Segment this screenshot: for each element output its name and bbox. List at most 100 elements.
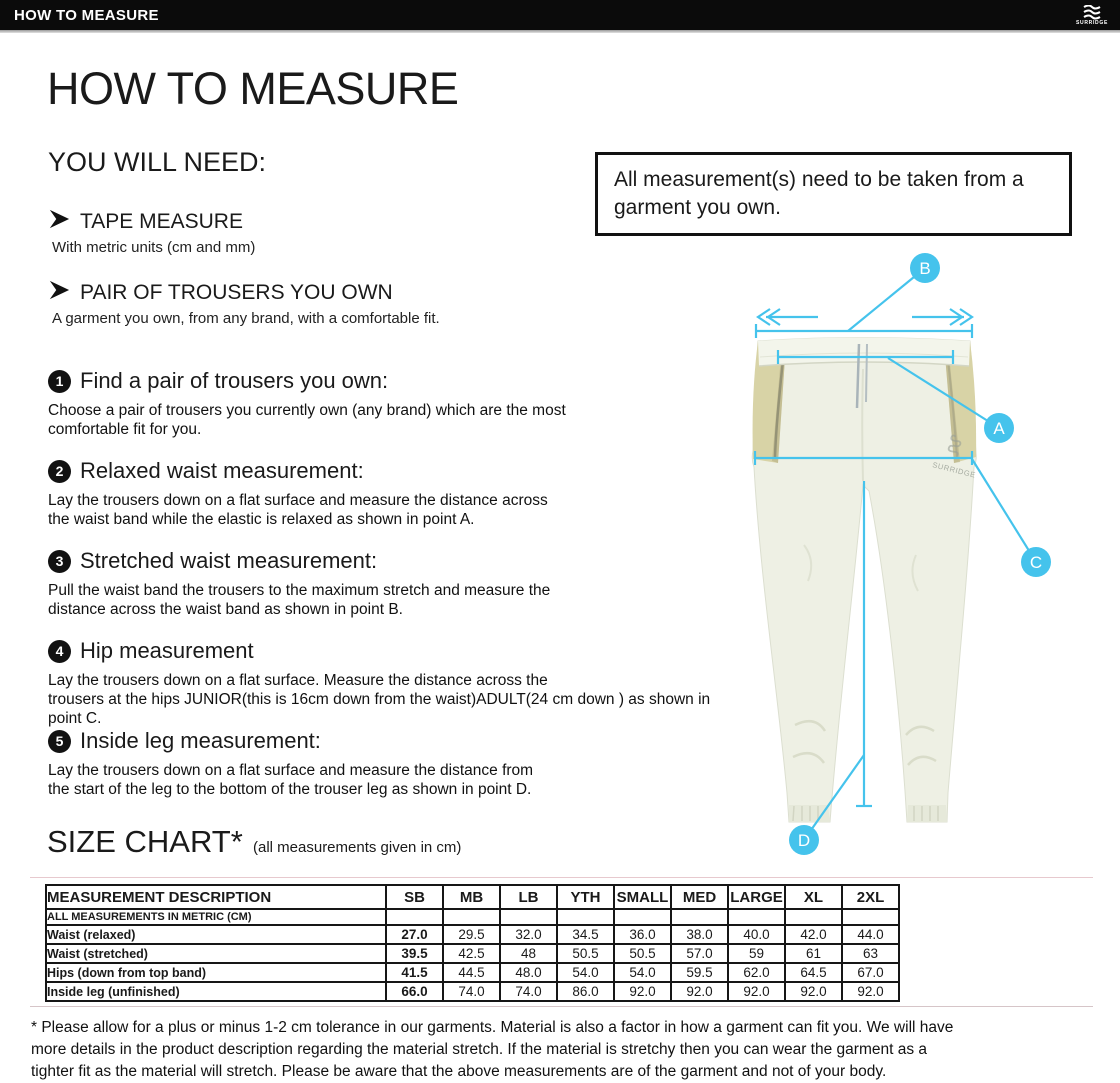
step-number-badge: 3 — [48, 549, 71, 573]
empty-cell — [556, 908, 615, 926]
step-number-badge: 5 — [48, 729, 71, 753]
column-header: SB — [385, 884, 444, 910]
measurement-value: 92.0 — [613, 981, 672, 1002]
need-list-item: TAPE MEASURE With metric units (cm and mm… — [48, 208, 255, 256]
step-number-badge: 4 — [48, 639, 71, 663]
table-row: Hips (down from top band) 41.5 44.5 48.0 54.… — [45, 962, 900, 983]
step-item: 3 Stretched waist measurement: Pull the wa… — [48, 548, 748, 619]
divider-line-bottom — [30, 1006, 1093, 1007]
you-will-need-heading: YOU WILL NEED: — [48, 147, 267, 177]
measurement-label: Inside leg (unfinished) — [45, 981, 387, 1002]
arrow-bullet-icon — [48, 208, 70, 235]
measurement-label: Waist (stretched) — [45, 943, 387, 964]
marker-b-circle — [910, 253, 940, 283]
step-description: Lay the trousers down on a flat surface.… — [48, 672, 711, 727]
measurement-value: 50.5 — [556, 943, 615, 964]
measurement-value: 92.0 — [841, 981, 900, 1002]
measurement-value: 54.0 — [613, 962, 672, 983]
page-title: HOW TO MEASURE — [47, 63, 459, 114]
step-description: Choose a pair of trousers you currently … — [48, 402, 566, 438]
measurement-value: 62.0 — [727, 962, 786, 983]
measurement-value: 92.0 — [784, 981, 843, 1002]
empty-cell — [727, 908, 786, 926]
size-chart-title: SIZE CHART* — [47, 824, 243, 859]
measurement-value: 86.0 — [556, 981, 615, 1002]
annotation-markers: B A C D — [789, 253, 1051, 855]
measurement-label: Hips (down from top band) — [45, 962, 387, 983]
marker-d-circle — [789, 825, 819, 855]
marker-c-circle — [1021, 547, 1051, 577]
surridge-logo-icon: SURRIDGE — [1076, 4, 1108, 26]
trousers-measurement-diagram: SURRIDGE B A — [720, 245, 1070, 865]
table-header-row: MEASUREMENT DESCRIPTION SB MB LB YTH SMALL MED… — [45, 884, 900, 910]
column-header: 2XL — [841, 884, 900, 910]
divider-line-top — [30, 877, 1093, 878]
column-header: YTH — [556, 884, 615, 910]
step-description: Pull the waist band the trousers to the … — [48, 582, 551, 618]
need-item-title: TAPE MEASURE — [80, 209, 243, 233]
arrow-bullet-icon — [48, 279, 70, 306]
step-title: Relaxed waist measurement: — [80, 458, 364, 483]
measurement-value: 64.5 — [784, 962, 843, 983]
measurement-value: 63 — [841, 943, 900, 964]
measurement-value: 57.0 — [670, 943, 729, 964]
empty-cell — [670, 908, 729, 926]
step-number-badge: 2 — [48, 459, 71, 483]
measurement-value: 67.0 — [841, 962, 900, 983]
measurement-value: 44.5 — [442, 962, 501, 983]
size-chart-table: MEASUREMENT DESCRIPTION SB MB LB YTH SMALL MED… — [45, 884, 900, 1002]
step-title: Hip measurement — [80, 638, 254, 663]
empty-cell — [613, 908, 672, 926]
marker-c-label: C — [1030, 553, 1042, 572]
column-header: MEASUREMENT DESCRIPTION — [45, 884, 387, 910]
empty-cell — [784, 908, 843, 926]
empty-cell — [499, 908, 558, 926]
top-bar-title: HOW TO MEASURE — [14, 6, 159, 24]
step-title: Inside leg measurement: — [80, 728, 321, 753]
step-title: Stretched waist measurement: — [80, 548, 378, 573]
metric-note-cell: ALL MEASUREMENTS IN METRIC (CM) — [45, 908, 387, 926]
measurement-value: 27.0 — [385, 924, 444, 945]
step-item: 2 Relaxed waist measurement: Lay the trous… — [48, 458, 748, 529]
step-description: Lay the trousers down on a flat surface … — [48, 492, 548, 528]
column-header: MED — [670, 884, 729, 910]
column-header: MB — [442, 884, 501, 910]
step-item: 4 Hip measurement Lay the trousers down on… — [48, 638, 748, 728]
empty-cell — [841, 908, 900, 926]
measurement-value: 59 — [727, 943, 786, 964]
surridge-brand-text: SURRIDGE — [1076, 19, 1108, 26]
measurement-value: 39.5 — [385, 943, 444, 964]
need-item-subtitle: A garment you own, from any brand, with … — [52, 310, 440, 327]
measurement-lines — [753, 267, 1037, 841]
step-number-badge: 1 — [48, 369, 71, 393]
measurement-value: 42.5 — [442, 943, 501, 964]
measurement-value: 66.0 — [385, 981, 444, 1002]
need-list-item: PAIR OF TROUSERS YOU OWN A garment you ow… — [48, 279, 440, 327]
step-item: 5 Inside leg measurement: Lay the trousers… — [48, 728, 748, 799]
table-row: Waist (relaxed) 27.0 29.5 32.0 34.5 36.0 38.0 4… — [45, 924, 900, 945]
column-header: LARGE — [727, 884, 786, 910]
measurement-value: 59.5 — [670, 962, 729, 983]
top-bar: HOW TO MEASURE SURRIDGE — [0, 0, 1120, 30]
measurement-value: 44.0 — [841, 924, 900, 945]
measurement-value: 48 — [499, 943, 558, 964]
measurement-value: 61 — [784, 943, 843, 964]
measurement-value: 92.0 — [670, 981, 729, 1002]
measurement-value: 54.0 — [556, 962, 615, 983]
column-header: LB — [499, 884, 558, 910]
need-item-subtitle: With metric units (cm and mm) — [52, 239, 256, 256]
measurement-value: 92.0 — [727, 981, 786, 1002]
step-description: Lay the trousers down on a flat surface … — [48, 762, 534, 798]
empty-cell — [385, 908, 444, 926]
marker-a-circle — [984, 413, 1014, 443]
notice-box: All measurement(s) need to be taken from… — [595, 152, 1072, 236]
measurement-value: 41.5 — [385, 962, 444, 983]
column-header: XL — [784, 884, 843, 910]
measurement-value: 42.0 — [784, 924, 843, 945]
column-header: SMALL — [613, 884, 672, 910]
tolerance-footnote: * Please allow for a plus or minus 1-2 c… — [31, 1019, 954, 1080]
empty-cell — [442, 908, 501, 926]
step-item: 1 Find a pair of trousers you own: Choose … — [48, 368, 748, 439]
measurement-value: 38.0 — [670, 924, 729, 945]
marker-a-label: A — [993, 419, 1005, 438]
